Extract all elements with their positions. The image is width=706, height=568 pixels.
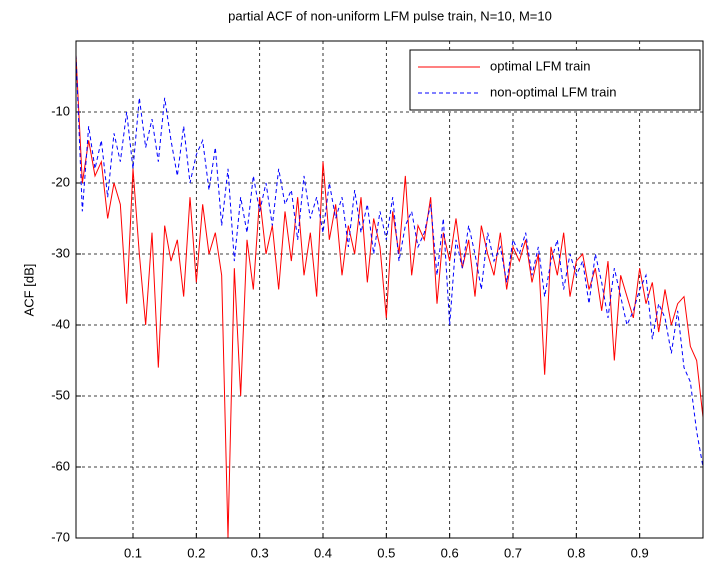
chart-title: partial ACF of non-uniform LFM pulse tra… [228,8,552,23]
x-tick-label: 0.3 [251,545,269,560]
y-tick-label: -50 [51,387,70,402]
y-tick-label: -10 [51,103,70,118]
data-line [75,55,704,539]
x-tick-label: 0.2 [187,545,205,560]
legend: optimal LFM train non-optimal LFM train [409,49,701,111]
x-tick-label: 0.6 [441,545,459,560]
y-tick-label: -30 [51,245,70,260]
y-tick-label: -70 [51,529,70,544]
data-line [75,55,704,468]
x-tick-label: 0.5 [377,545,395,560]
legend-label: non-optimal LFM train [490,84,616,99]
x-tick-label: 0.9 [631,545,649,560]
legend-label: optimal LFM train [490,58,590,73]
y-tick-label: -60 [51,458,70,473]
x-tick-label: 0.4 [314,545,332,560]
x-tick-label: 0.7 [504,545,522,560]
legend-box [409,49,701,111]
x-tick-label: 0.1 [124,545,142,560]
x-tick-label: 0.8 [567,545,585,560]
axes-box [75,40,704,539]
y-tick-label: -20 [51,174,70,189]
y-tick-label: -40 [51,316,70,331]
y-axis-label: ACF [dB] [21,264,36,317]
plot-area [76,41,703,538]
